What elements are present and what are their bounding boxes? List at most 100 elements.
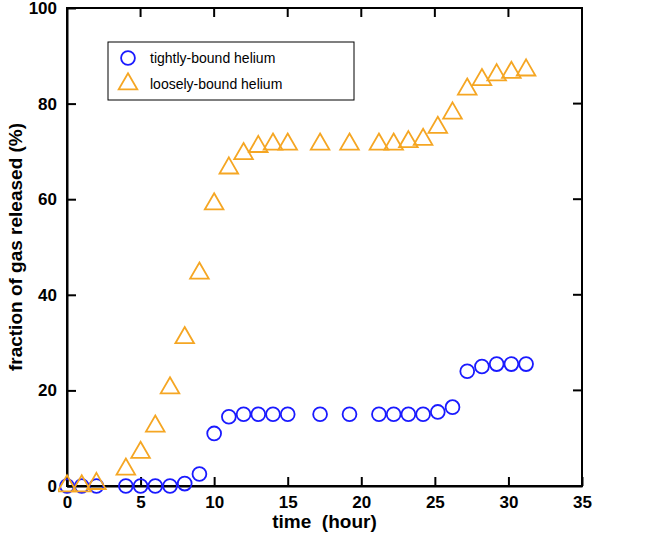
point xyxy=(431,405,445,419)
y-tick-mark-right xyxy=(573,7,582,9)
x-tick-label: 25 xyxy=(426,493,445,512)
y-tick-label: 40 xyxy=(38,286,57,305)
point xyxy=(205,193,224,209)
x-axis: 0 5 10 15 20 25 30 35 xyxy=(63,477,592,512)
point xyxy=(237,407,251,421)
point xyxy=(475,360,489,374)
y-tick-mark xyxy=(67,199,76,201)
point xyxy=(490,357,504,371)
y-tick-mark-right xyxy=(573,485,582,487)
x-tick: 30 xyxy=(499,477,518,512)
point xyxy=(175,327,194,343)
x-tick: 35 xyxy=(573,477,592,512)
point xyxy=(207,427,221,441)
point xyxy=(504,357,518,371)
point xyxy=(134,479,148,493)
y-tick-mark-right xyxy=(573,103,582,105)
y-tick: 100 xyxy=(29,0,76,18)
point xyxy=(193,467,207,481)
y-tick-label: 0 xyxy=(48,477,57,496)
point xyxy=(163,479,177,493)
point xyxy=(178,477,192,491)
point xyxy=(87,473,106,489)
y-tick-label: 20 xyxy=(38,381,57,400)
x-tick-label: 15 xyxy=(279,493,298,512)
y-tick-mark xyxy=(67,8,76,10)
point xyxy=(131,442,150,458)
point xyxy=(222,410,236,424)
x-tick-label: 30 xyxy=(499,493,518,512)
y-tick-label: 100 xyxy=(29,0,57,18)
x-tick-mark xyxy=(434,477,436,486)
point xyxy=(446,400,460,414)
x-tick: 25 xyxy=(426,477,445,512)
series xyxy=(58,59,535,491)
point xyxy=(251,407,265,421)
chart: 0 5 10 15 20 25 30 35 0 20 40 60 80 100 tightly-bound … xyxy=(0,0,650,536)
point xyxy=(266,407,280,421)
x-tick-mark-top xyxy=(66,8,68,17)
x-axis-title: time (hour) xyxy=(272,511,377,532)
y-tick-mark xyxy=(67,294,76,296)
point xyxy=(161,377,180,393)
point xyxy=(443,102,462,118)
x-tick: 20 xyxy=(352,477,371,512)
point xyxy=(517,59,536,75)
x-tick-label: 0 xyxy=(63,493,72,512)
x-tick-mark-top xyxy=(434,8,436,17)
point xyxy=(148,479,162,493)
x-tick-mark-top xyxy=(213,8,215,17)
legend: tightly-bound helium loosely-bound helium xyxy=(108,42,354,100)
x-tick-mark-top xyxy=(140,8,142,17)
point xyxy=(311,133,330,149)
legend-marker xyxy=(121,51,135,65)
point xyxy=(119,479,133,493)
point xyxy=(340,133,359,149)
point xyxy=(117,459,136,475)
point xyxy=(278,133,297,149)
y-tick: 0 xyxy=(48,477,76,496)
point xyxy=(343,407,357,421)
y-tick-mark xyxy=(67,390,76,392)
y-tick-mark-right xyxy=(573,389,582,391)
x-tick-mark-top xyxy=(507,8,509,17)
y-tick-mark xyxy=(67,103,76,105)
y-axis: 0 20 40 60 80 100 xyxy=(29,0,76,496)
point xyxy=(313,407,327,421)
point xyxy=(519,357,533,371)
x-tick: 10 xyxy=(205,477,224,512)
legend-label: tightly-bound helium xyxy=(150,50,275,66)
x-axis-line xyxy=(68,486,583,488)
point xyxy=(146,416,165,432)
x-tick-mark-top xyxy=(287,8,289,17)
y-axis-line xyxy=(67,9,69,487)
x-tick-mark xyxy=(508,477,510,486)
point xyxy=(387,407,401,421)
point xyxy=(460,364,474,378)
y-axis-title: fraction of gas released (%) xyxy=(5,123,26,371)
x-tick-label: 10 xyxy=(205,493,224,512)
point xyxy=(458,79,477,95)
legend-label: loosely-bound helium xyxy=(150,76,282,92)
y-tick-mark-right xyxy=(573,294,582,296)
x-tick-label: 5 xyxy=(136,493,145,512)
point xyxy=(281,407,295,421)
plot-frame xyxy=(67,8,582,486)
point xyxy=(401,407,415,421)
y-tick-label: 60 xyxy=(38,190,57,209)
plot: 0 5 10 15 20 25 30 35 0 20 40 60 80 100 tightly-bound … xyxy=(29,0,592,512)
y-tick: 40 xyxy=(38,286,76,305)
y-tick-mark-right xyxy=(573,198,582,200)
series xyxy=(60,357,533,493)
x-tick: 15 xyxy=(279,477,298,512)
marks xyxy=(58,59,535,493)
x-tick-mark xyxy=(287,477,289,486)
x-tick-mark xyxy=(214,477,216,486)
y-tick: 80 xyxy=(38,95,76,114)
point xyxy=(372,407,386,421)
x-tick-mark-top xyxy=(581,8,583,17)
y-tick: 60 xyxy=(38,190,76,209)
y-tick: 20 xyxy=(38,381,76,400)
legend-box xyxy=(108,42,354,100)
x-tick-mark xyxy=(582,477,584,486)
